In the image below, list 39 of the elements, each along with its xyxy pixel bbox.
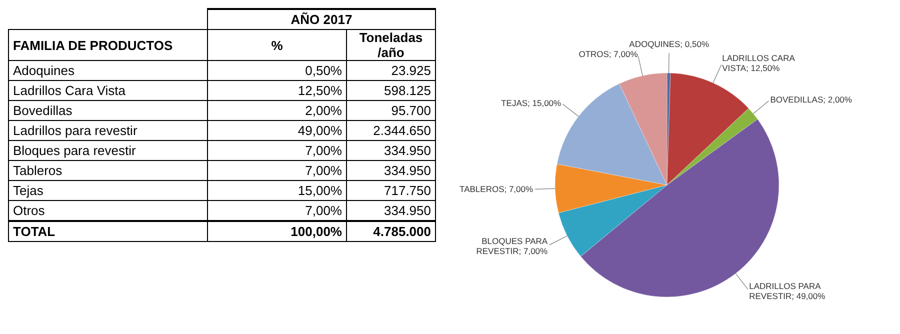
text: TOTAL <box>8 221 208 242</box>
data-label: 717.750 <box>346 180 436 200</box>
slice-label: ADOQUINES; 0,50% <box>629 39 710 50</box>
slice-label: BOVEDILLAS; 2,00% <box>770 94 852 105</box>
data-label: 334.950 <box>346 160 436 180</box>
slice-label: BLOQUES PARA REVESTIR; 7,00% <box>476 236 548 256</box>
category-label: Ladrillos para revestir <box>8 120 208 140</box>
text: Toneladas /año <box>346 30 436 60</box>
category-label: Adoquines <box>8 60 208 80</box>
category-label: Tableros <box>8 160 208 180</box>
data-label: 12,50% <box>208 80 346 100</box>
data-label: 49,00% <box>208 120 346 140</box>
data-label: 15,00% <box>208 180 346 200</box>
data-label: 23.925 <box>346 60 436 80</box>
text: FAMILIA DE PRODUCTOS <box>8 30 208 60</box>
data-label: 2,00% <box>208 100 346 120</box>
category-label: Otros <box>8 200 208 221</box>
data-label: 95.700 <box>346 100 436 120</box>
data-label: 598.125 <box>346 80 436 100</box>
data-label: 7,00% <box>208 200 346 221</box>
text: 100,00% <box>208 221 346 242</box>
data-label: 334.950 <box>346 200 436 221</box>
category-label: Bovedillas <box>8 100 208 120</box>
slice-label: LADRILLOS PARA REVESTIR; 49,00% <box>749 280 826 301</box>
text: AÑO 2017 <box>208 9 436 30</box>
slice-label: TABLEROS; 7,00% <box>460 184 534 194</box>
data-label: 334.950 <box>346 140 436 160</box>
text: 4.785.000 <box>346 221 436 242</box>
data-label: 0,50% <box>208 60 346 80</box>
category-label: Bloques para revestir <box>8 140 208 160</box>
category-label: Ladrillos Cara Vista <box>8 80 208 100</box>
category-label: Tejas <box>8 180 208 200</box>
data-label: 2.344.650 <box>346 120 436 140</box>
data-label: 7,00% <box>208 160 346 180</box>
slice-label: OTROS; 7,00% <box>578 49 638 60</box>
data-label: 7,00% <box>208 140 346 160</box>
text: % <box>208 30 346 60</box>
slice-label: TEJAS; 15,00% <box>501 98 562 108</box>
slice-label: LADRILLOS CARA VISTA; 12,50% <box>722 52 796 73</box>
